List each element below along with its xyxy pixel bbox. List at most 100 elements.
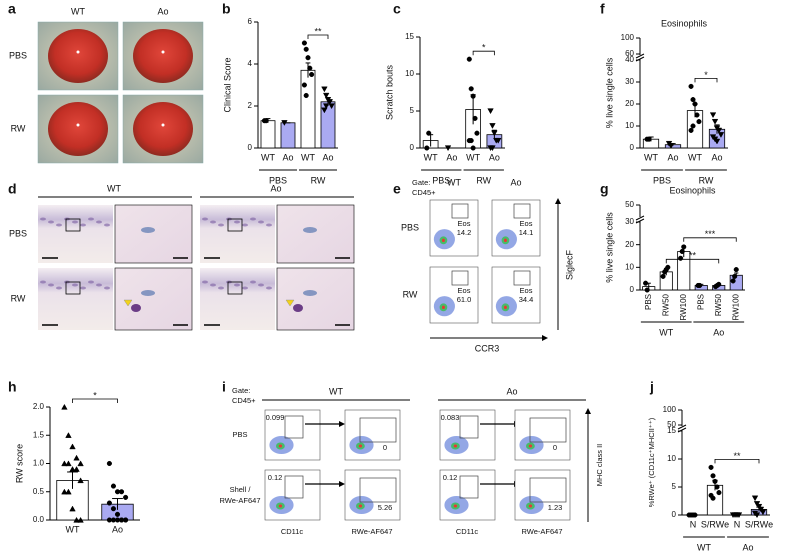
data-point	[263, 118, 269, 124]
bar	[300, 69, 316, 149]
y-tick-label: 5	[672, 482, 677, 491]
column-label: WT	[107, 183, 121, 193]
significance-label: *	[482, 43, 486, 53]
y-tick-label: 2	[248, 101, 253, 110]
y-axis-label: %RWe⁺ (CD11c⁺MHCII⁺⁺)	[647, 417, 656, 507]
y-tick-label: 10	[625, 121, 634, 130]
data-point	[688, 83, 694, 89]
data-point	[106, 460, 112, 467]
flow-peak	[442, 305, 445, 309]
nucleus	[303, 290, 317, 296]
cell	[72, 283, 78, 287]
y-tick-label: 6	[248, 17, 253, 26]
flow-peak	[504, 305, 507, 309]
y-tick-label: 10	[667, 454, 676, 463]
x-tick-label: PBS	[696, 294, 705, 310]
cell	[202, 280, 208, 284]
data-point	[753, 501, 761, 507]
row-label: RW	[403, 289, 418, 299]
significance-label: ***	[705, 229, 716, 239]
data-point	[77, 460, 84, 467]
group-label: RW	[699, 175, 714, 185]
y-axis-label: Scratch bouts	[384, 64, 394, 120]
y-tick-label: 2.0	[33, 402, 45, 411]
eosinophil	[293, 304, 303, 312]
data-point	[472, 115, 478, 121]
data-point	[730, 278, 736, 284]
data-point	[322, 92, 330, 99]
cell	[218, 286, 224, 290]
flow-plot	[344, 469, 401, 521]
data-point	[322, 103, 330, 110]
histology-zoom	[276, 204, 355, 264]
gate-name: Eos	[520, 219, 533, 228]
x-tick-label: WT	[66, 524, 80, 534]
data-point	[489, 123, 496, 129]
data-point	[424, 145, 430, 151]
x-tick-label: WT	[424, 152, 438, 162]
gate-label: CD45+	[412, 188, 436, 197]
gate-value: 0.12	[268, 473, 283, 482]
x-tick-label: RW100	[679, 293, 688, 320]
cell	[218, 223, 224, 227]
data-point	[309, 71, 315, 78]
group-label: WT	[697, 542, 711, 552]
flow-gate	[513, 270, 531, 286]
y-tick-label: 0.0	[33, 515, 45, 524]
data-point	[751, 495, 759, 502]
data-point	[713, 138, 721, 145]
cell	[48, 283, 54, 287]
cell	[258, 283, 264, 287]
x-tick-label: S/RWe	[701, 519, 729, 529]
x-tick-label: WT	[688, 152, 702, 162]
histology-image	[200, 268, 275, 330]
data-point	[759, 509, 767, 516]
x-tick-label: Ao	[112, 524, 123, 534]
y-tick-label: 0	[630, 285, 635, 294]
data-point	[468, 86, 474, 92]
column-label: WT	[447, 177, 461, 187]
flow-peak	[278, 444, 283, 448]
histology-zoom	[114, 204, 193, 264]
arrow-head	[542, 335, 548, 341]
y-tick-label: 50	[625, 200, 634, 209]
eye	[133, 29, 193, 83]
panel-label: f	[600, 1, 605, 17]
row-label: Shell /	[230, 485, 252, 494]
flow-peak	[453, 504, 458, 508]
gate-name: Eos	[458, 219, 471, 228]
x-tick-label: N	[734, 519, 741, 529]
zoom-box	[65, 281, 81, 295]
y-tick-label: 50	[667, 420, 676, 429]
x-tick-label: RW100	[731, 293, 740, 320]
arrowhead-marker	[123, 299, 133, 307]
data-point	[690, 97, 696, 103]
significance-label: **	[733, 451, 741, 461]
panel-label: a	[8, 1, 16, 17]
data-point	[715, 127, 723, 134]
gate-name: Eos	[520, 286, 533, 295]
panel-label: b	[222, 1, 231, 17]
data-point	[692, 512, 698, 518]
data-point	[326, 99, 334, 105]
row-label: PBS	[232, 430, 247, 439]
data-point	[696, 119, 702, 125]
axis-label: SiglecF	[564, 249, 574, 280]
data-point	[303, 46, 309, 52]
y-axis-label: % live single cells	[604, 57, 614, 128]
row-label: PBS	[9, 228, 27, 238]
axis-break	[635, 215, 645, 221]
panel-label: d	[8, 181, 17, 197]
x-tick-label: PBS	[644, 294, 653, 310]
cell	[96, 220, 102, 224]
flow-peak	[528, 444, 533, 448]
significance-bracket	[72, 398, 118, 403]
cell	[72, 220, 78, 224]
data-point	[679, 248, 685, 255]
cell	[242, 286, 248, 290]
data-point	[65, 432, 72, 438]
data-point	[643, 280, 649, 286]
flow-plot	[514, 469, 571, 521]
axis-break	[635, 56, 645, 62]
